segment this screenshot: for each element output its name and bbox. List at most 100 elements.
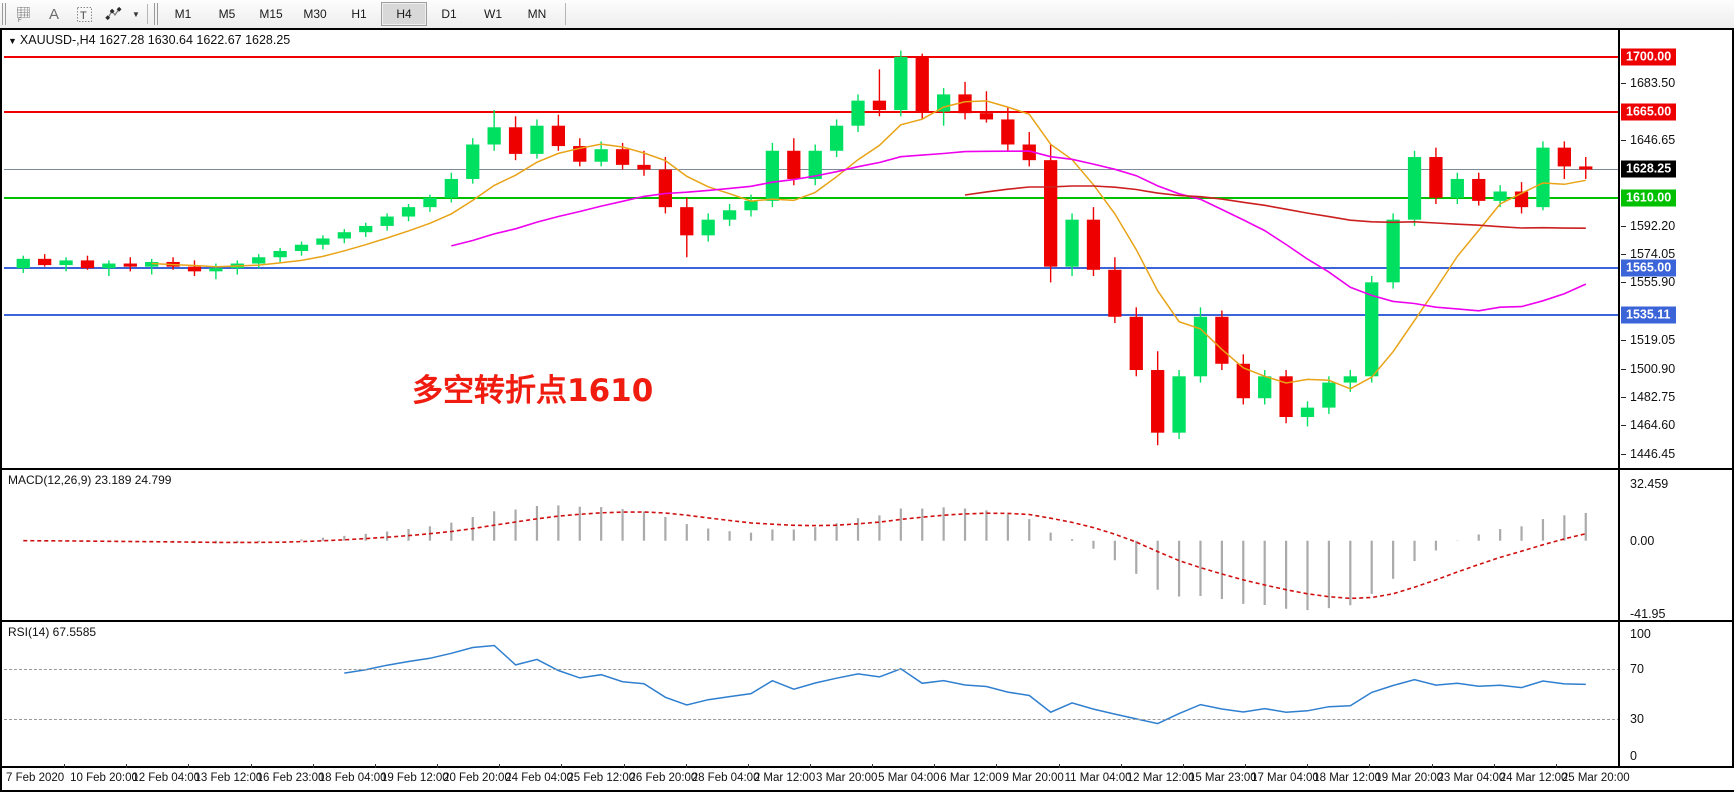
macd-pane[interactable]: MACD(12,26,9) 23.189 24.799 32.459 0.00 -4… (2, 470, 1732, 622)
timeframe-mn[interactable]: MN (527, 7, 547, 21)
timeframe-m1[interactable]: M1 (174, 7, 192, 21)
time-tick-19 (1182, 764, 1184, 768)
objects-dropdown-icon[interactable]: ▼ (132, 9, 140, 19)
price-level-line-support-1535[interactable] (4, 314, 1732, 317)
time-label-13: 3 Mar 20:00 (816, 772, 878, 784)
price-plot-area[interactable] (4, 30, 1732, 468)
ma-orange-line (151, 100, 1586, 390)
macd-series (23, 505, 1587, 611)
rsi-plot-area[interactable] (4, 622, 1732, 766)
price-tag-1700-00: 1700.00 (1621, 48, 1677, 66)
price-tick-label: 1500.90 (1630, 361, 1676, 376)
rsi-tick-label: 0 (1630, 749, 1637, 763)
price-tick-1446-45: 1446.45 (1620, 447, 1675, 461)
price-tick-1482-75: 1482.75 (1620, 390, 1675, 404)
time-tick-10 (623, 764, 625, 768)
svg-text:F: F (18, 18, 22, 23)
time-label-24: 24 Mar 12:00 (1499, 772, 1568, 784)
chart-annotation-text: 多空转折点1610 (412, 373, 654, 410)
time-label-7: 20 Feb 20:00 (443, 772, 511, 784)
time-label-15: 6 Mar 12:00 (940, 772, 1002, 784)
symbol-collapse-icon[interactable]: ▼ (8, 36, 17, 46)
macd-tick-label: -41.95 (1630, 607, 1666, 621)
price-tick-1592-20: 1592.20 (1620, 219, 1675, 233)
price-level-line-support-1565[interactable] (4, 267, 1732, 270)
price-tick-1464-60: 1464.60 (1620, 418, 1675, 432)
macd-tick-1: 0.00 (1620, 534, 1654, 548)
rsi-tick-label: 100 (1630, 627, 1651, 641)
rsi-axis: 100 70 30 0 (1618, 622, 1732, 766)
chart-toolbar: F A T ▼ M1 M5 M15 M30 H1 H4 D1 W1 MN (0, 0, 1734, 29)
toolbar-drag-handle[interactable] (1, 3, 7, 25)
time-tick-11 (685, 764, 687, 768)
rsi-pane[interactable]: RSI(14) 67.5585 100 70 30 0 (2, 622, 1732, 766)
price-tick-label: 1482.75 (1630, 390, 1676, 405)
symbol-header: ▼ XAUUSD-,H4 1627.28 1630.64 1622.67 1628… (8, 33, 290, 47)
time-tick-18 (1120, 764, 1122, 768)
time-label-5: 18 Feb 04:00 (318, 772, 387, 784)
time-tick-1 (64, 764, 66, 768)
timeframe-d1[interactable]: D1 (441, 7, 457, 21)
time-label-4: 16 Feb 23:00 (256, 772, 325, 784)
price-tick-1574-05: 1574.05 (1620, 247, 1675, 261)
time-label-22: 19 Mar 20:00 (1375, 772, 1444, 784)
time-label-1: 10 Feb 20:00 (70, 772, 138, 784)
time-tick-15 (934, 764, 936, 768)
time-label-25: 25 Mar 20:00 (1561, 772, 1630, 784)
time-tick-6 (374, 764, 376, 768)
price-level-line-resistance-1700[interactable] (4, 55, 1732, 58)
price-tick-label: 1646.65 (1630, 133, 1676, 148)
price-tick-1646-65: 1646.65 (1620, 133, 1675, 147)
price-tick-1683-50: 1683.50 (1620, 76, 1675, 90)
text-box-icon[interactable]: T (69, 2, 99, 26)
time-tick-22 (1369, 764, 1371, 768)
timeframe-m15[interactable]: M15 (259, 7, 283, 21)
price-pane[interactable]: ▼ XAUUSD-,H4 1627.28 1630.64 1622.67 1628… (2, 30, 1732, 470)
time-tick-7 (437, 764, 439, 768)
time-label-2: 12 Feb 04:00 (132, 772, 201, 784)
price-level-line-last-price-1628[interactable] (4, 169, 1732, 171)
time-tick-25 (1555, 764, 1557, 768)
price-level-line-resistance-1665[interactable] (4, 110, 1732, 113)
time-label-11: 28 Feb 04:00 (691, 772, 760, 784)
price-tick-1500-90: 1500.90 (1620, 362, 1675, 376)
time-label-19: 15 Mar 23:00 (1188, 772, 1257, 784)
text-label-icon[interactable]: A (48, 5, 59, 23)
timeframe-h1[interactable]: H1 (351, 7, 367, 21)
time-label-23: 23 Mar 04:00 (1437, 772, 1506, 784)
time-tick-8 (499, 764, 501, 768)
time-tick-9 (561, 764, 563, 768)
timeframe-h4[interactable]: H4 (381, 2, 427, 26)
price-tick-label: 1555.90 (1630, 275, 1676, 290)
rsi-level-30 (4, 718, 1620, 720)
time-label-17: 11 Mar 04:00 (1064, 772, 1132, 784)
time-label-14: 5 Mar 04:00 (878, 772, 940, 784)
macd-signal-line (23, 511, 1586, 600)
rsi-tick-0: 0 (1620, 749, 1637, 763)
timeframe-m5[interactable]: M5 (218, 7, 236, 21)
objects-icon[interactable] (99, 2, 129, 26)
ma-red-line (964, 185, 1586, 229)
crosshair-grid-icon[interactable]: F (9, 2, 39, 26)
time-tick-21 (1307, 764, 1309, 768)
rsi-tick-label: 30 (1630, 711, 1644, 726)
time-label-3: 13 Feb 12:00 (194, 772, 263, 784)
time-tick-3 (188, 764, 190, 768)
time-label-20: 17 Mar 04:00 (1251, 772, 1319, 784)
price-level-line-pivot-1610[interactable] (4, 196, 1732, 199)
timeframe-m30[interactable]: M30 (303, 7, 327, 21)
macd-tick-label: 0.00 (1630, 533, 1655, 548)
time-label-6: 19 Feb 12:00 (380, 772, 449, 784)
rsi-line (344, 644, 1586, 725)
macd-plot-area[interactable] (4, 470, 1732, 620)
price-tick-label: 1519.05 (1630, 333, 1676, 348)
price-axis[interactable]: 1700.00 1683.50 1665.00 1646.65 1628.25 1610.… (1618, 30, 1732, 468)
timeframe-group: M1 M5 M15 M30 H1 H4 D1 W1 MN (161, 2, 559, 26)
timeframe-drag-handle[interactable] (153, 3, 159, 25)
price-tick-1555-90: 1555.90 (1620, 275, 1675, 289)
price-tag-1628-25: 1628.25 (1621, 160, 1677, 178)
time-axis[interactable]: 7 Feb 2020 10 Feb 20:00 12 Feb 04:00 13 Feb… (2, 764, 1734, 790)
time-tick-24 (1493, 764, 1495, 768)
rsi-tick-label: 70 (1630, 662, 1644, 677)
timeframe-w1[interactable]: W1 (484, 7, 502, 21)
